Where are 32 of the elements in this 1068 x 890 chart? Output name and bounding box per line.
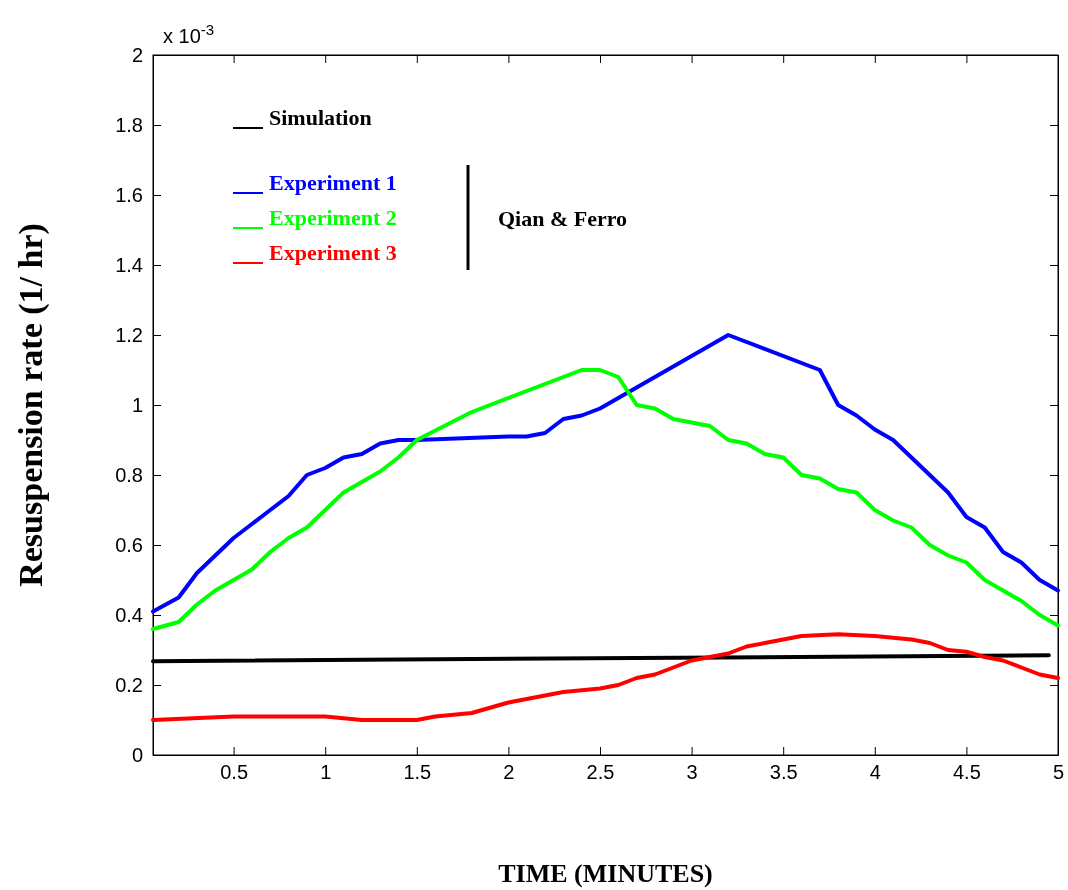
y-tick-label: 1.4 [115,253,143,276]
x-tick-label: 2 [503,761,515,784]
x-axis-title: TIME (MINUTES) [498,859,713,888]
text: x 10$^{-3}$ [163,20,215,47]
x-tick-label: 5 [1052,761,1065,784]
y-tick-label: 1.6 [115,183,143,206]
y-tick-label: 1.2 [115,323,143,346]
x-tick-label: 3.5 [769,761,798,784]
x-tick-label: 1.5 [403,761,432,784]
x-tick-label: 1 [320,761,332,784]
y-tick-label: 2 [131,43,143,66]
legend-label: Experiment 1 [269,170,397,195]
line-series [151,368,1060,631]
legend-label: Experiment 3 [269,240,397,265]
y-tick-label: 0.6 [115,533,143,556]
legend-label: Experiment 2 [269,205,397,230]
line-series [151,632,1060,722]
x-tick-label: 0.5 [220,761,249,784]
y-tick-label: 1.8 [115,113,143,136]
x-tick-label: 4 [869,761,881,784]
y-tick-label: 0.2 [115,673,143,696]
x-tick-label: 2.5 [586,761,615,784]
y-axis-title: Resuspension rate (1/ hr) [12,223,50,587]
x-tick-label: 3 [686,761,698,784]
x-tick-label: 4.5 [952,761,981,784]
legend-label: Simulation [269,105,372,130]
y-tick-label: 0 [131,743,143,766]
annotation: Qian & Ferro [498,205,628,231]
y-tick-label: 0.8 [115,463,143,486]
y-tick-label: 0.4 [115,603,143,626]
line-series [151,333,1060,614]
y-tick-label: 1 [131,393,143,416]
